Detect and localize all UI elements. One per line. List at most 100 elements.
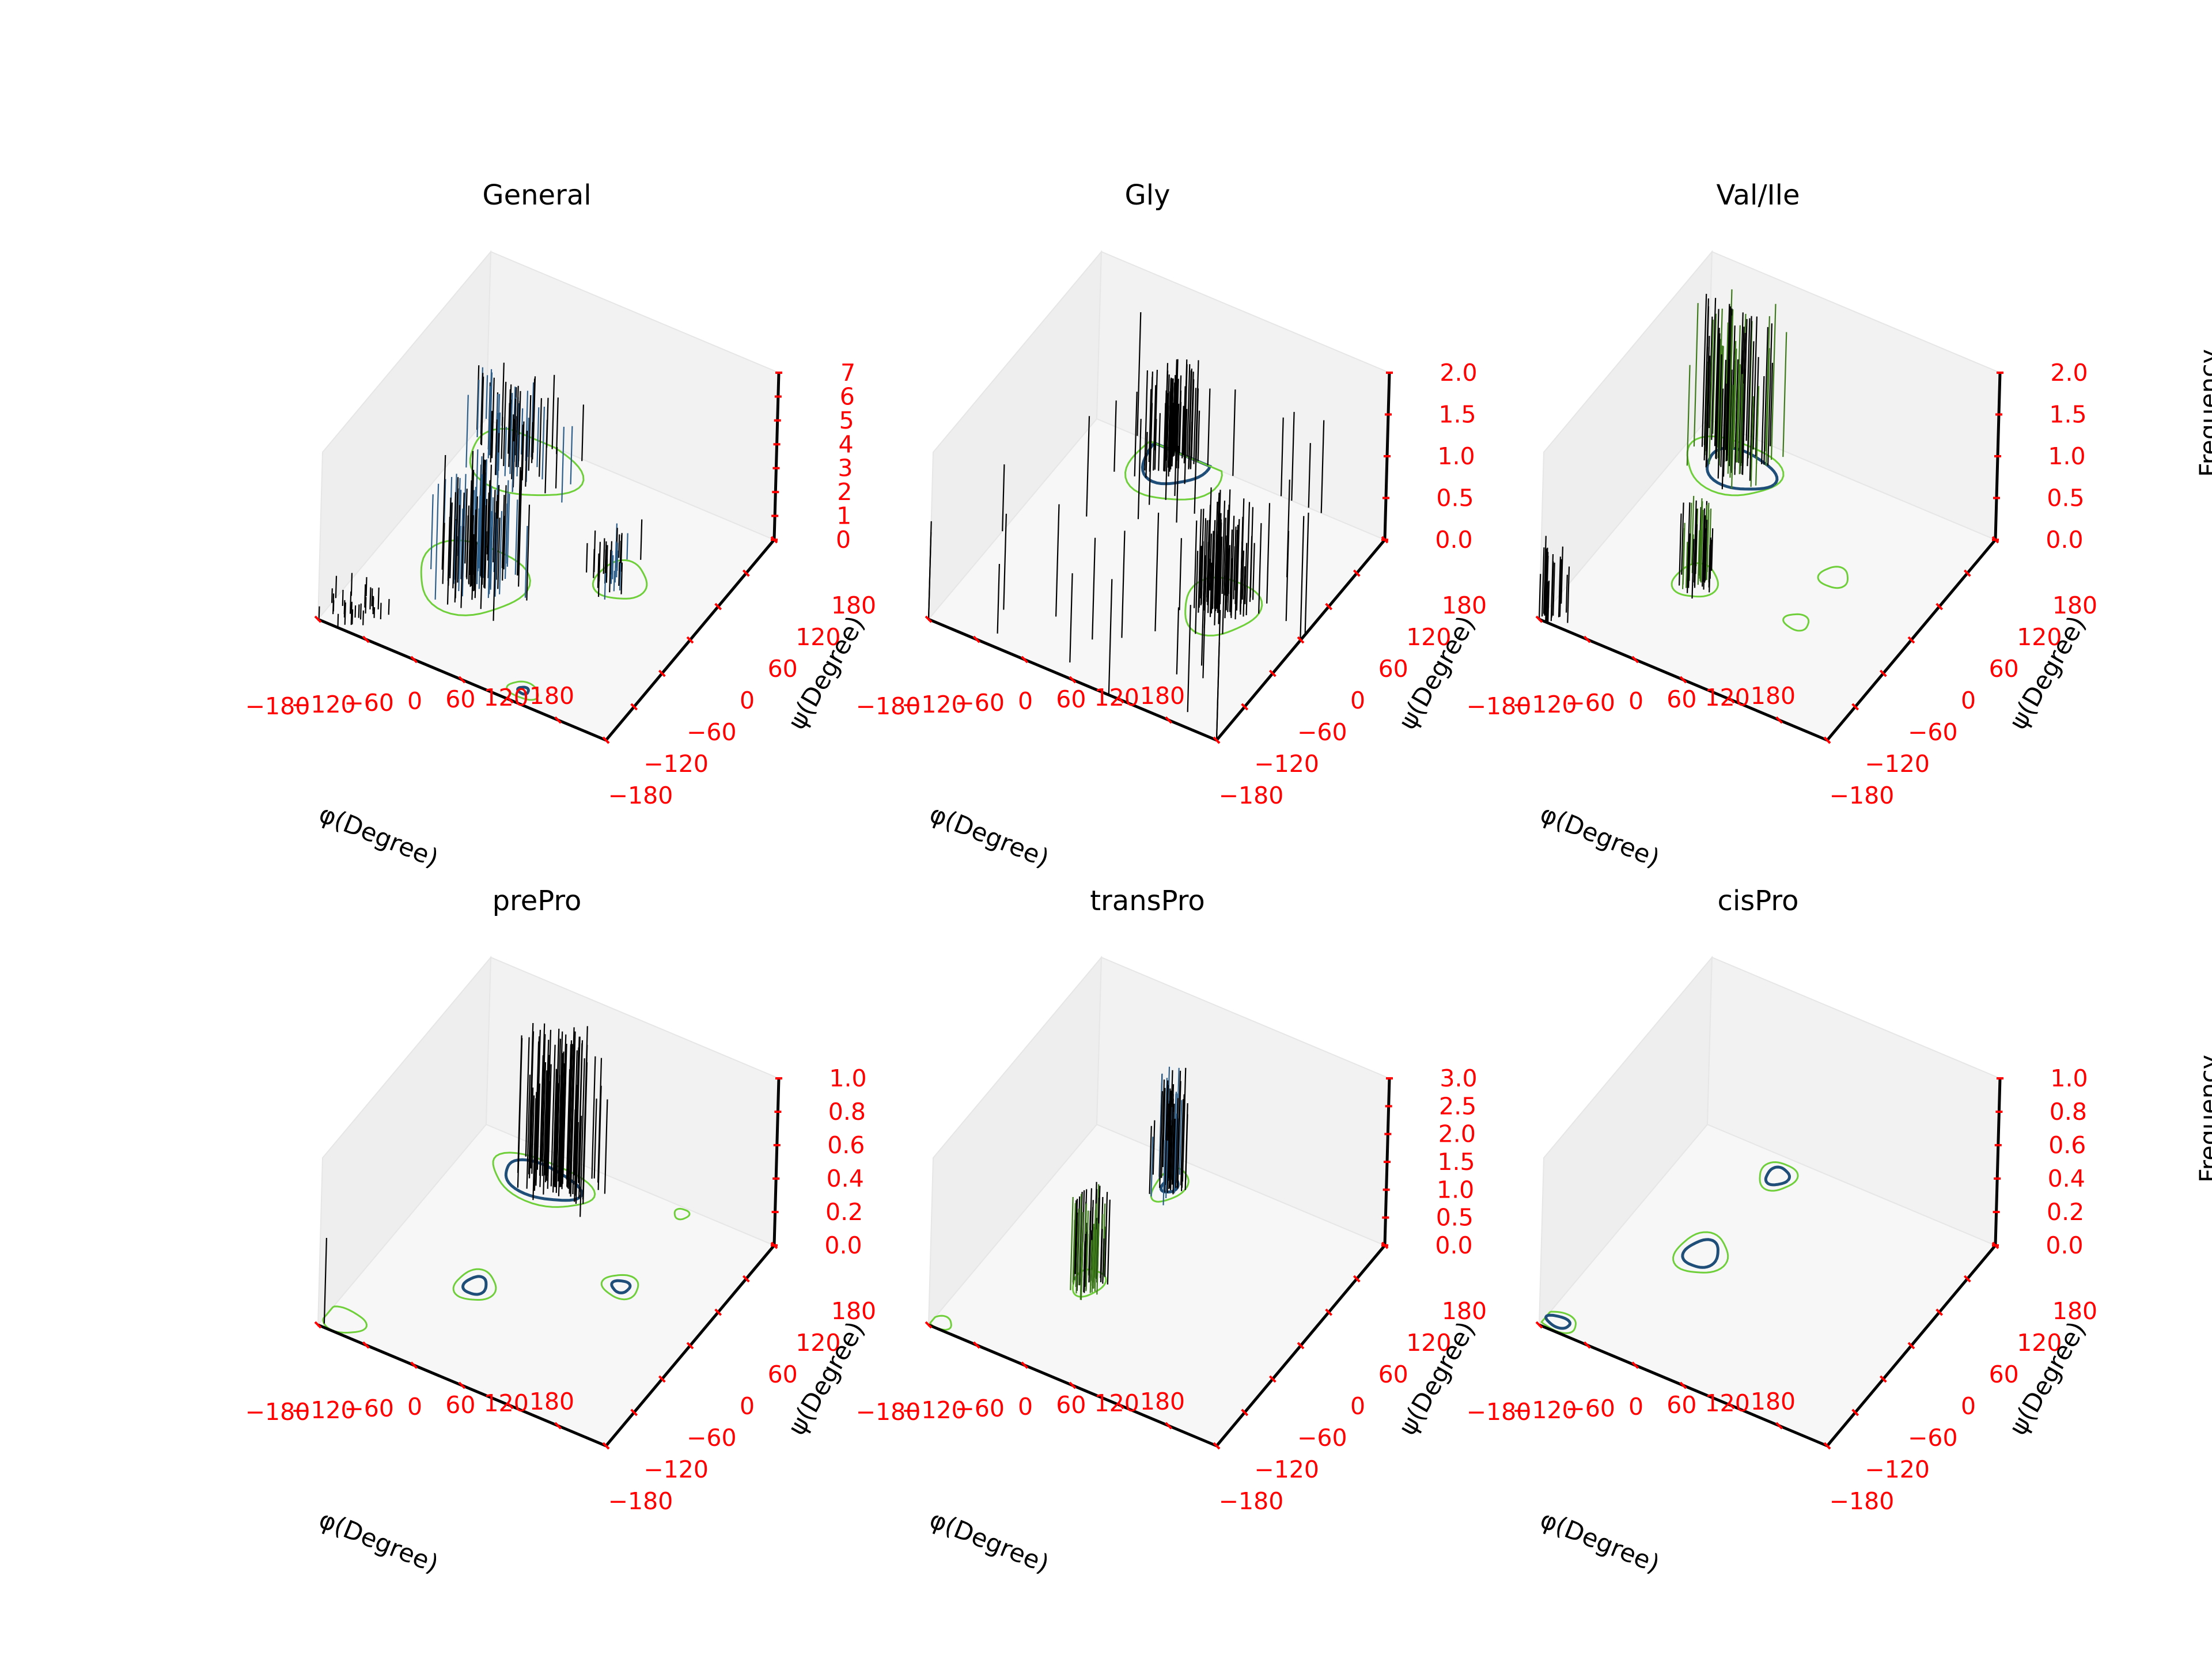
z-tick-label: 0.5 xyxy=(2047,484,2084,512)
spike-bar xyxy=(1179,1100,1183,1175)
spike-bar xyxy=(1096,1223,1100,1295)
spike-bar xyxy=(1552,562,1555,616)
spike-bar xyxy=(1765,348,1770,466)
spike-bar xyxy=(504,427,507,476)
phi-tick-label: 180 xyxy=(529,682,574,710)
spike-bar xyxy=(1176,607,1180,675)
spike-bar xyxy=(449,502,453,578)
spike-bar xyxy=(927,521,932,620)
psi-tick-mark xyxy=(1879,669,1887,677)
spike-bar xyxy=(1558,556,1561,618)
psi-tick-label: −120 xyxy=(643,750,709,778)
phi-tick-label: −60 xyxy=(344,689,394,717)
spike-bar xyxy=(1243,566,1245,617)
psi-tick-label: −180 xyxy=(1830,782,1895,809)
spike-bar xyxy=(612,555,614,579)
spike-bar xyxy=(1080,1243,1083,1300)
spike-bar xyxy=(1717,339,1721,448)
z-tick-label: 0.6 xyxy=(827,1131,865,1159)
psi-tick-label: 120 xyxy=(2017,1329,2062,1357)
panel-title: Gly xyxy=(1125,179,1171,211)
psi-tick-mark xyxy=(1297,636,1305,644)
psi-tick-mark xyxy=(1907,1342,1915,1350)
contour-line xyxy=(1817,566,1849,589)
psi-tick-mark xyxy=(602,736,610,744)
psi-tick-mark xyxy=(1936,1308,1944,1316)
spike-bar xyxy=(1704,528,1707,583)
spike-bar xyxy=(517,401,521,468)
spike-bar xyxy=(507,403,510,454)
contour-line xyxy=(600,1274,639,1301)
spike-bar xyxy=(1747,316,1752,467)
spike-bar xyxy=(1215,609,1221,741)
spike-bar xyxy=(1747,321,1753,459)
psi-tick-label: 0 xyxy=(1350,1392,1365,1420)
psi-tick-mark xyxy=(1907,636,1915,644)
spike-bar xyxy=(1217,557,1220,613)
spike-bar xyxy=(1166,1088,1171,1193)
spike-bar xyxy=(1703,539,1706,590)
spike-bar xyxy=(1094,1229,1097,1291)
spike-bar xyxy=(1765,316,1770,452)
spike-bar xyxy=(1703,306,1710,461)
z-tick-label: 0.6 xyxy=(2048,1131,2086,1159)
spike-bar xyxy=(582,1062,588,1205)
spike-bar xyxy=(343,604,346,618)
spike-bar xyxy=(1161,1080,1165,1178)
spike-bar xyxy=(626,533,628,560)
spike-bar xyxy=(1181,1094,1185,1191)
spike-bar xyxy=(1541,547,1545,617)
spike-bar xyxy=(1093,1210,1096,1289)
spike-bar xyxy=(1738,374,1743,475)
spike-bar xyxy=(476,508,480,585)
spike-bar xyxy=(1300,516,1305,641)
psi-tick-label: −60 xyxy=(1908,718,1958,746)
phi-tick-mark xyxy=(1679,676,1687,684)
spike-bar xyxy=(1763,327,1768,465)
spike-bar xyxy=(479,453,484,576)
spike-bar xyxy=(1170,388,1174,469)
spike-bar xyxy=(1148,389,1152,463)
psi-tick-label: −120 xyxy=(1254,750,1319,778)
spike-bar xyxy=(546,1029,552,1181)
spike-bar xyxy=(1711,298,1717,440)
spike-bar xyxy=(350,591,352,614)
psi-tick-label: −60 xyxy=(687,718,737,746)
z-tick-label: 1.5 xyxy=(2049,401,2086,429)
phi-tick-label: 120 xyxy=(484,684,529,711)
contour-line xyxy=(516,685,530,696)
spike-bar xyxy=(1102,1238,1105,1284)
phi-tick-label: 60 xyxy=(1056,685,1086,713)
spike-bar xyxy=(1085,1210,1089,1291)
spike-bar xyxy=(1188,404,1191,469)
spike-bar xyxy=(1308,443,1311,508)
spike-bar xyxy=(1222,575,1225,634)
spike-bar xyxy=(1207,558,1210,613)
spike-bar xyxy=(1693,303,1699,447)
psi-tick-label: −180 xyxy=(608,782,673,809)
spike-bar xyxy=(1152,1120,1156,1175)
spike-bar xyxy=(1200,579,1205,666)
phi-tick-label: −60 xyxy=(1565,689,1615,717)
psi-tick-label: −180 xyxy=(1219,782,1284,809)
phi-tick-label: 0 xyxy=(1018,687,1033,715)
spike-bar xyxy=(1752,316,1758,450)
spike-bar xyxy=(1183,364,1188,464)
phi-tick-label: 180 xyxy=(1140,682,1185,710)
spike-bar xyxy=(536,407,540,467)
z-tick-label: 0.8 xyxy=(828,1098,866,1126)
psi-tick-label: −120 xyxy=(1865,750,1930,778)
contour-line xyxy=(1150,1167,1190,1203)
psi-tick-label: 180 xyxy=(1442,592,1487,619)
spike-bar xyxy=(524,525,528,598)
spike-bar xyxy=(527,418,529,457)
spike-bar xyxy=(517,1038,523,1188)
spike-bar xyxy=(495,412,499,475)
spike-bar xyxy=(1162,1140,1166,1206)
spike-bar xyxy=(543,1070,548,1195)
spike-bar xyxy=(1755,357,1759,457)
spike-bar xyxy=(515,385,519,467)
contour-line xyxy=(1124,440,1223,501)
psi-tick-mark xyxy=(686,636,694,644)
spike-bar xyxy=(1173,1113,1177,1194)
